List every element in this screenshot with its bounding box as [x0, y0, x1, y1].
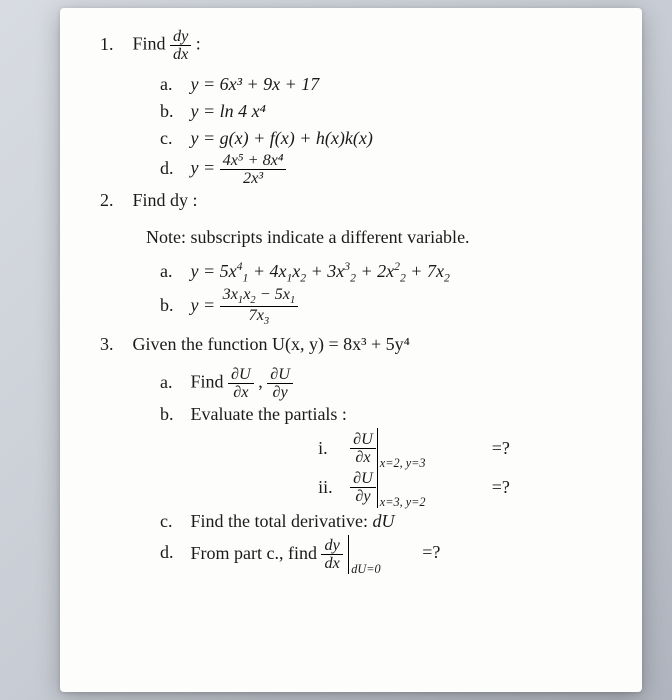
q3d-label: From part c., find: [191, 542, 322, 562]
q3bii: ii. ∂U ∂y x=3, y=2 =?: [100, 468, 612, 508]
q2: 2. Find dy :: [100, 187, 612, 214]
q2a-t4: + 2x: [360, 261, 394, 281]
q3c-label: Find the total derivative: dU: [191, 511, 395, 531]
q1d: d. y = 4x⁵ + 8x⁴ 2x³: [100, 152, 612, 187]
q3-label: Given the function U(x, y) = 8x³ + 5y⁴: [133, 334, 410, 354]
q2a-t1: y = 5x: [191, 261, 237, 281]
q3a-sep: ,: [258, 372, 267, 392]
q3b: b. Evaluate the partials :: [100, 401, 612, 428]
q2-note: Note: subscripts indicate a different va…: [100, 224, 612, 251]
q3bii-n: ii.: [318, 474, 340, 501]
q3b-n: b.: [160, 401, 186, 428]
q1-label: Find: [133, 34, 171, 54]
q2a-t3: + 3x: [311, 261, 345, 281]
q2b: b. y = 3x1x2 − 5x1 7x3: [100, 286, 612, 328]
q1-frac-num: dy: [170, 28, 191, 46]
q1-frac-den: dx: [170, 46, 191, 63]
q1c: c. y = g(x) + f(x) + h(x)k(x): [100, 125, 612, 152]
q3a-label: Find: [191, 372, 229, 392]
q2-number: 2.: [100, 187, 128, 214]
q2-label: Find dy :: [133, 190, 198, 210]
q2a-s1: 1: [242, 272, 248, 285]
q2a-t2: + 4x: [253, 261, 287, 281]
q3a-f1: ∂U ∂x: [228, 366, 254, 401]
q3bi-cond: x=2, y=3: [380, 454, 426, 472]
q3bii-cond: x=3, y=2: [380, 493, 426, 511]
q1a-n: a.: [160, 71, 186, 98]
q1b-eq: y = ln 4 x⁴: [191, 101, 266, 121]
q1d-num: 4x⁵ + 8x⁴: [220, 152, 287, 170]
q2b-frac: 3x1x2 − 5x1 7x3: [220, 286, 299, 328]
q3bi-eq: =?: [492, 435, 510, 462]
q1a-eq: y = 6x³ + 9x + 17: [191, 74, 320, 94]
q1: 1. Find dy dx :: [100, 28, 612, 63]
q1c-eq: y = g(x) + f(x) + h(x)k(x): [191, 128, 373, 148]
q1d-n: d.: [160, 155, 186, 182]
q3b-label: Evaluate the partials :: [191, 404, 347, 424]
q2b-lhs: y =: [191, 295, 216, 315]
q3bii-frac: ∂U ∂y: [350, 470, 376, 505]
q1b-n: b.: [160, 98, 186, 125]
q3d-bar: dU=0: [348, 535, 349, 575]
q1-frac: dy dx: [170, 28, 191, 63]
q3d: d. From part c., find dy dx dU=0 =?: [100, 535, 612, 575]
q3-number: 3.: [100, 331, 128, 358]
q2a-s5: 2: [444, 272, 450, 285]
q2b-num: 3x1x2 − 5x1: [220, 286, 299, 307]
q1a: a. y = 6x³ + 9x + 17: [100, 71, 612, 98]
q3c: c. Find the total derivative: dU: [100, 508, 612, 535]
q2b-den: 7x3: [220, 307, 299, 327]
q3bi-frac: ∂U ∂x: [350, 431, 376, 466]
q2a-s3: 2: [350, 272, 356, 285]
q1-number: 1.: [100, 31, 128, 58]
q3d-cond: dU=0: [351, 560, 380, 578]
q3a-n: a.: [160, 369, 186, 396]
q3: 3. Given the function U(x, y) = 8x³ + 5y…: [100, 331, 612, 358]
q2a-t5: + 7x: [410, 261, 444, 281]
q3d-eq: =?: [422, 542, 440, 562]
q2a-s2b: 2: [300, 272, 306, 285]
worksheet-page: 1. Find dy dx : a. y = 6x³ + 9x + 17 b. …: [60, 8, 642, 692]
q1c-n: c.: [160, 125, 186, 152]
q2a: a. y = 5x41 + 4x1x2 + 3x32 + 2x22 + 7x2: [100, 259, 612, 286]
q3bi-bar: x=2, y=3: [377, 428, 378, 468]
q1-colon: :: [196, 34, 201, 54]
q3a: a. Find ∂U ∂x , ∂U ∂y: [100, 366, 612, 401]
q3bi: i. ∂U ∂x x=2, y=3 =?: [100, 428, 612, 468]
q3bi-n: i.: [318, 435, 340, 462]
q1d-den: 2x³: [220, 170, 287, 187]
q3a-f2: ∂U ∂y: [267, 366, 293, 401]
q1b: b. y = ln 4 x⁴: [100, 98, 612, 125]
q3c-n: c.: [160, 508, 186, 535]
q3bii-eq: =?: [492, 474, 510, 501]
q3d-frac: dy dx: [321, 537, 342, 572]
q2a-n: a.: [160, 260, 186, 283]
q3d-n: d.: [160, 539, 186, 566]
q1d-lhs: y =: [191, 158, 216, 178]
q2b-n: b.: [160, 292, 186, 319]
q3bii-bar: x=3, y=2: [377, 468, 378, 508]
q1d-frac: 4x⁵ + 8x⁴ 2x³: [220, 152, 287, 187]
q2a-s4: 2: [400, 272, 406, 285]
